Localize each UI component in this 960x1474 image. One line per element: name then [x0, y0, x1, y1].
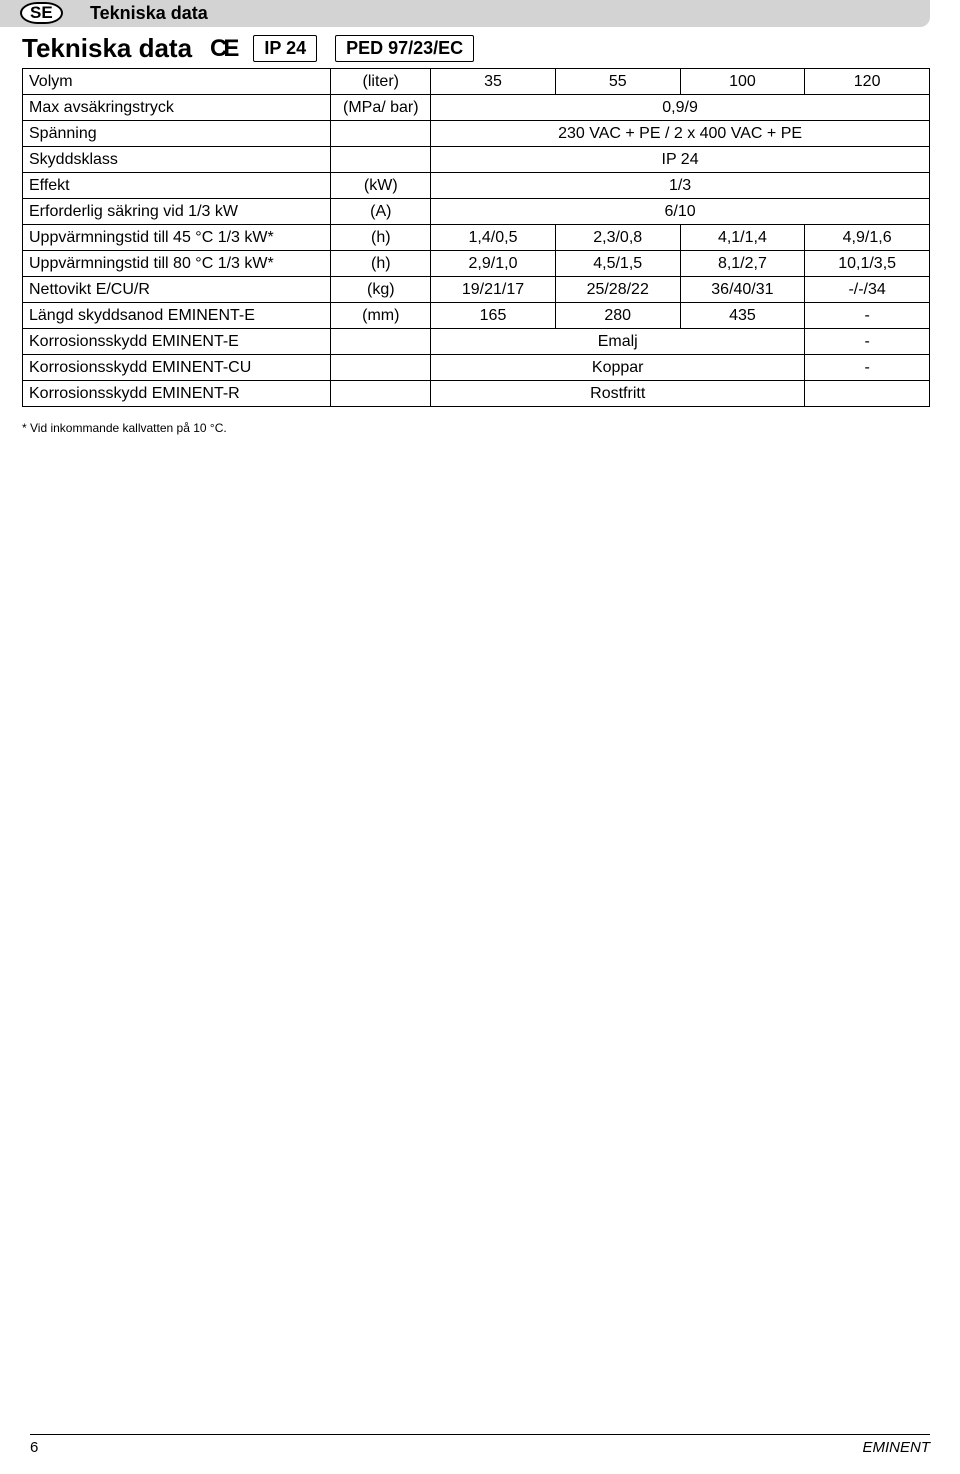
spec-label: Uppvärmningstid till 80 °C 1/3 kW* — [23, 251, 331, 277]
spec-unit: (liter) — [331, 69, 431, 95]
spec-value: 35 — [431, 69, 556, 95]
header-bar: SE Tekniska data — [0, 0, 930, 27]
spec-unit — [331, 147, 431, 173]
spec-unit: (h) — [331, 225, 431, 251]
spec-value: 280 — [555, 303, 680, 329]
spec-value: 100 — [680, 69, 805, 95]
spec-value: 1,4/0,5 — [431, 225, 556, 251]
spec-value: 4,1/1,4 — [680, 225, 805, 251]
spec-label: Uppvärmningstid till 45 °C 1/3 kW* — [23, 225, 331, 251]
spec-value: 120 — [805, 69, 930, 95]
header-title: Tekniska data — [90, 3, 208, 23]
spec-unit — [331, 329, 431, 355]
spec-value: 10,1/3,5 — [805, 251, 930, 277]
spec-value: 55 — [555, 69, 680, 95]
spec-value: - — [805, 355, 930, 381]
subtitle-row: Tekniska data CE IP 24 PED 97/23/EC — [22, 33, 930, 64]
page-footer: 6 EMINENT — [0, 1434, 960, 1456]
table-row: Korrosionsskydd EMINENT-R Rostfritt — [23, 381, 930, 407]
page-content: Tekniska data CE IP 24 PED 97/23/EC Voly… — [0, 27, 960, 435]
spec-value: Rostfritt — [431, 381, 805, 407]
table-row: Max avsäkringstryck(MPa/ bar)0,9/9 — [23, 95, 930, 121]
spec-value: -/-/34 — [805, 277, 930, 303]
ped-directive-box: PED 97/23/EC — [335, 35, 474, 62]
spec-value: 4,5/1,5 — [555, 251, 680, 277]
footer-divider — [30, 1434, 930, 1435]
table-row: Effekt(kW)1/3 — [23, 173, 930, 199]
spec-value — [805, 381, 930, 407]
spec-label: Max avsäkringstryck — [23, 95, 331, 121]
spec-unit: (h) — [331, 251, 431, 277]
table-row: Skyddsklass IP 24 — [23, 147, 930, 173]
spec-value: 1/3 — [431, 173, 930, 199]
spec-unit — [331, 355, 431, 381]
footnote-text: * Vid inkommande kallvatten på 10 °C. — [22, 421, 930, 435]
spec-value: 25/28/22 — [555, 277, 680, 303]
spec-label: Spänning — [23, 121, 331, 147]
spec-value: 4,9/1,6 — [805, 225, 930, 251]
spec-label: Korrosionsskydd EMINENT-R — [23, 381, 331, 407]
spec-value: 36/40/31 — [680, 277, 805, 303]
spec-value: 2,3/0,8 — [555, 225, 680, 251]
ip-rating-box: IP 24 — [253, 35, 317, 62]
spec-label: Längd skyddsanod EMINENT-E — [23, 303, 331, 329]
spec-value: 435 — [680, 303, 805, 329]
spec-value: Emalj — [431, 329, 805, 355]
table-row: Korrosionsskydd EMINENT-CU Koppar- — [23, 355, 930, 381]
spec-value: 8,1/2,7 — [680, 251, 805, 277]
spec-label: Effekt — [23, 173, 331, 199]
spec-value: 0,9/9 — [431, 95, 930, 121]
spec-value: IP 24 — [431, 147, 930, 173]
spec-table: Volym(liter)3555100120Max avsäkringstryc… — [22, 68, 930, 407]
table-row: Korrosionsskydd EMINENT-E Emalj- — [23, 329, 930, 355]
spec-unit — [331, 121, 431, 147]
spec-label: Volym — [23, 69, 331, 95]
product-name: EMINENT — [863, 1439, 931, 1456]
spec-unit: (A) — [331, 199, 431, 225]
spec-value: 2,9/1,0 — [431, 251, 556, 277]
table-row: Uppvärmningstid till 80 °C 1/3 kW*(h)2,9… — [23, 251, 930, 277]
spec-unit: (kW) — [331, 173, 431, 199]
page-number: 6 — [30, 1439, 38, 1456]
spec-label: Nettovikt E/CU/R — [23, 277, 331, 303]
spec-value: - — [805, 303, 930, 329]
spec-unit: (kg) — [331, 277, 431, 303]
spec-value: 19/21/17 — [431, 277, 556, 303]
table-row: Uppvärmningstid till 45 °C 1/3 kW*(h)1,4… — [23, 225, 930, 251]
table-row: Nettovikt E/CU/R(kg)19/21/1725/28/2236/4… — [23, 277, 930, 303]
spec-unit — [331, 381, 431, 407]
table-row: Spänning 230 VAC + PE / 2 x 400 VAC + PE — [23, 121, 930, 147]
spec-value: 230 VAC + PE / 2 x 400 VAC + PE — [431, 121, 930, 147]
spec-unit: (mm) — [331, 303, 431, 329]
table-row: Längd skyddsanod EMINENT-E(mm)165280435- — [23, 303, 930, 329]
spec-value: 6/10 — [431, 199, 930, 225]
ce-mark-icon: CE — [210, 35, 235, 63]
spec-value: Koppar — [431, 355, 805, 381]
spec-value: 165 — [431, 303, 556, 329]
table-row: Volym(liter)3555100120 — [23, 69, 930, 95]
language-badge: SE — [20, 2, 63, 24]
spec-label: Erforderlig säkring vid 1/3 kW — [23, 199, 331, 225]
table-row: Erforderlig säkring vid 1/3 kW(A)6/10 — [23, 199, 930, 225]
spec-value: - — [805, 329, 930, 355]
section-subtitle: Tekniska data — [22, 33, 192, 64]
spec-label: Skyddsklass — [23, 147, 331, 173]
spec-label: Korrosionsskydd EMINENT-E — [23, 329, 331, 355]
spec-label: Korrosionsskydd EMINENT-CU — [23, 355, 331, 381]
spec-unit: (MPa/ bar) — [331, 95, 431, 121]
